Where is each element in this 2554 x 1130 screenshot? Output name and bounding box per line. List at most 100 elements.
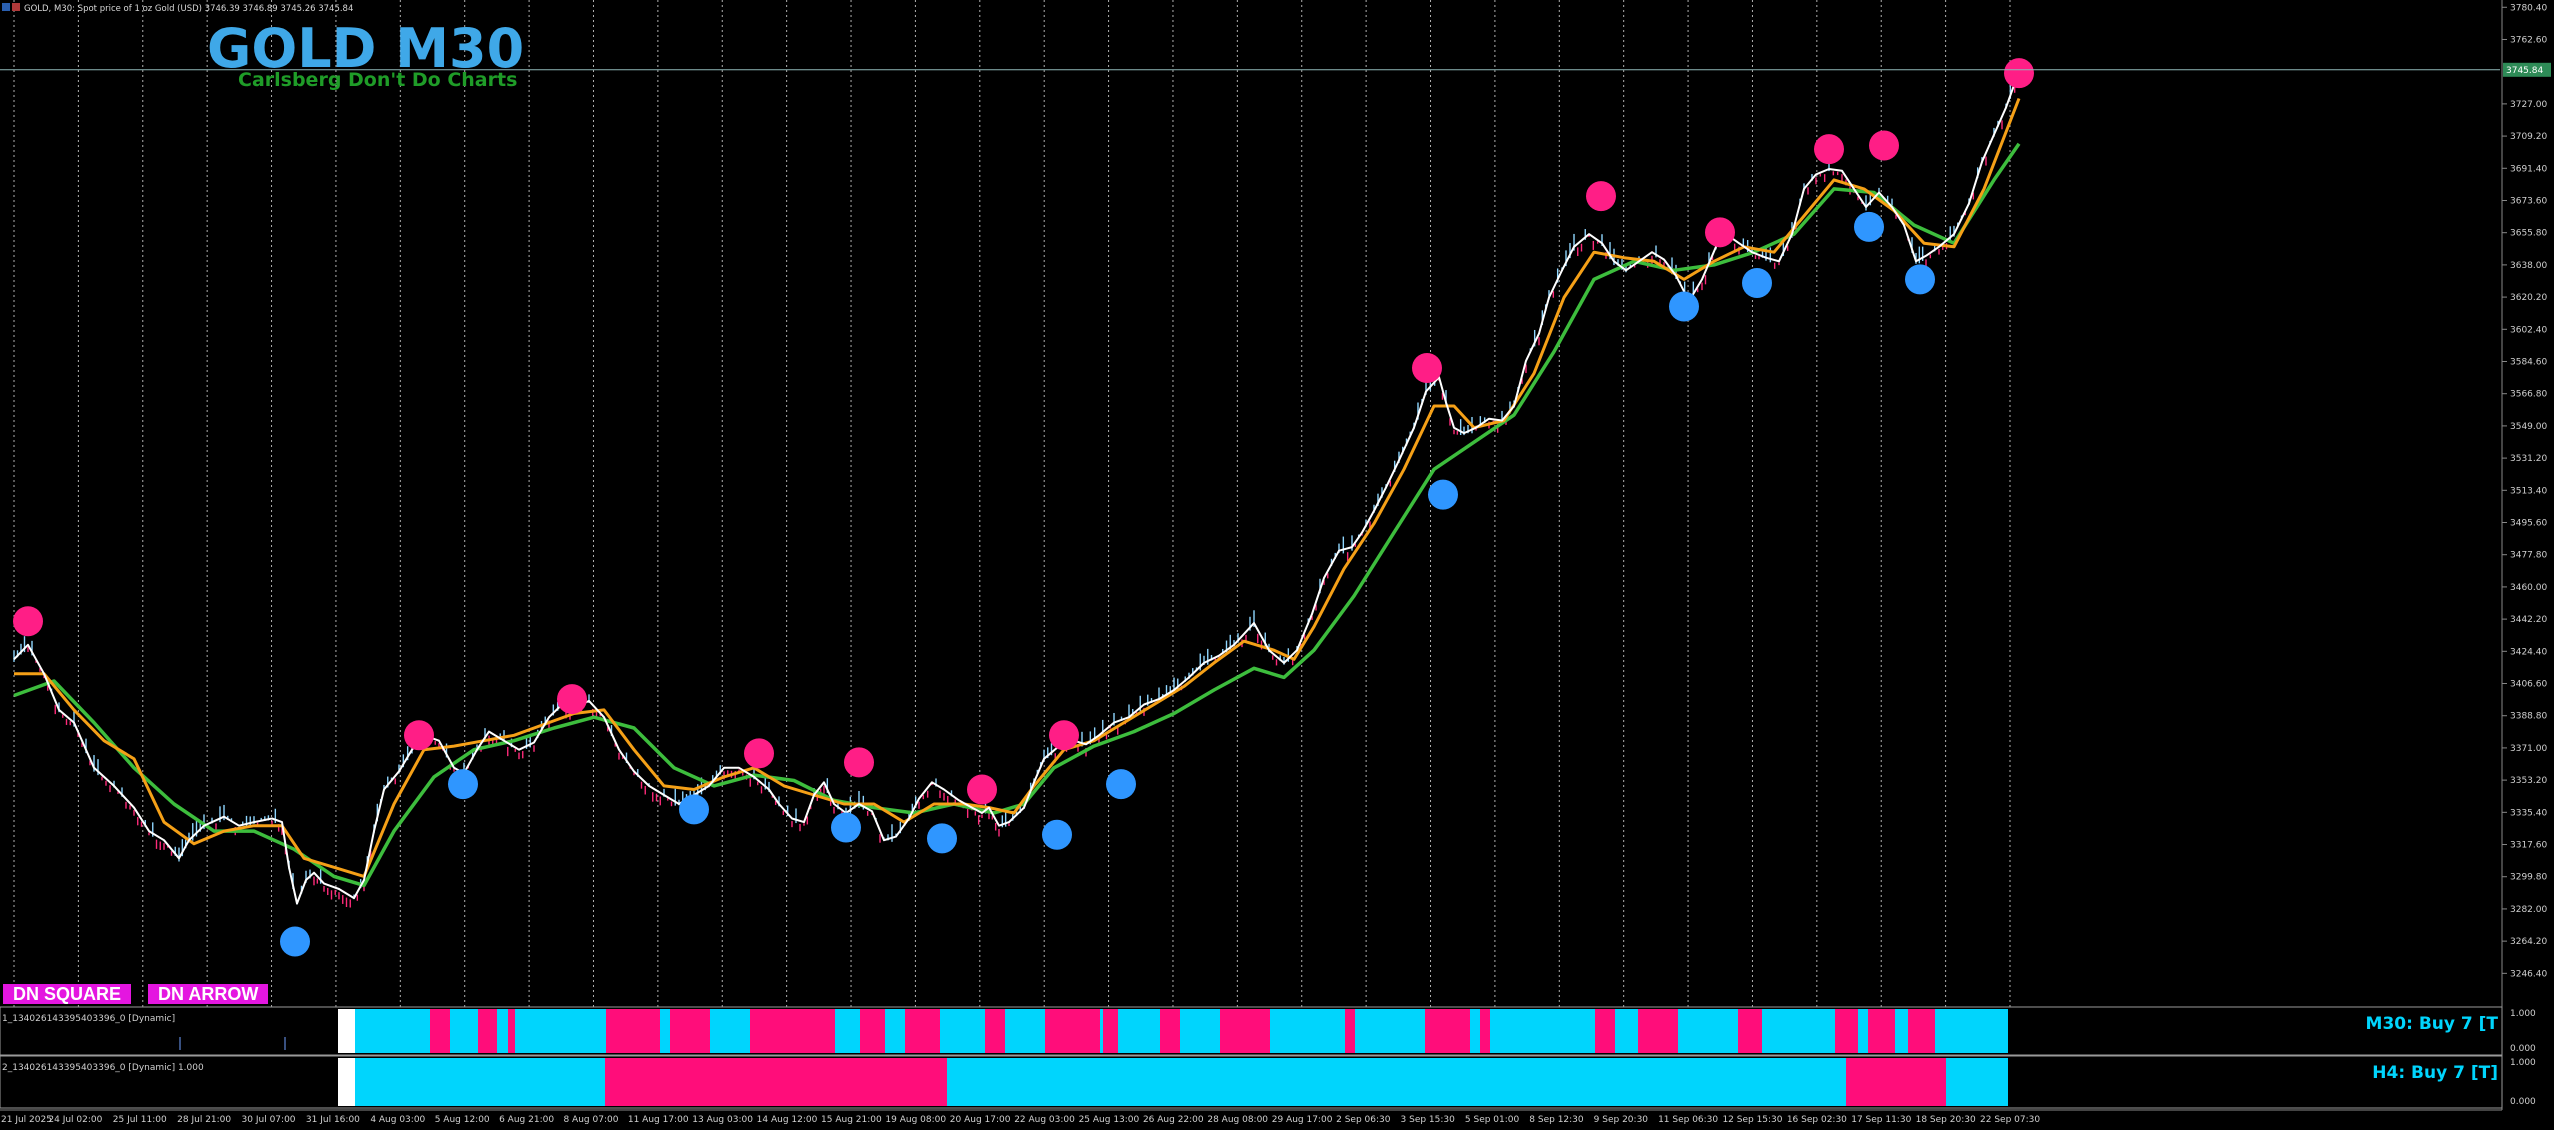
indicator-bar-sell bbox=[1908, 1009, 1935, 1053]
x-tick-label: 31 Jul 16:00 bbox=[306, 1115, 360, 1125]
indicator-bar-sell bbox=[1868, 1009, 1895, 1053]
indicator-bar-buy bbox=[660, 1009, 670, 1053]
top-signal-dot bbox=[967, 774, 997, 805]
y-tick-label: 3762.60 bbox=[2510, 35, 2547, 45]
top-signal-dot bbox=[1586, 181, 1616, 212]
top-signal-dot bbox=[844, 747, 874, 778]
indicator-bar-sell bbox=[1738, 1009, 1762, 1053]
bottom-signal-dot bbox=[1042, 819, 1072, 850]
indicator-bar-buy bbox=[1858, 1009, 1868, 1053]
indicator-bar-sell bbox=[750, 1009, 835, 1053]
x-tick-label: 8 Sep 12:30 bbox=[1529, 1115, 1584, 1125]
indicator-bar-sell bbox=[860, 1009, 885, 1053]
bottom-signal-dot bbox=[1428, 479, 1458, 510]
sub-title: Carlsberg Don't Do Charts bbox=[238, 69, 517, 91]
bottom-signal-dot bbox=[448, 769, 478, 800]
x-tick-label: 8 Aug 07:00 bbox=[563, 1115, 618, 1125]
x-tick-label: 18 Sep 20:30 bbox=[1916, 1115, 1976, 1125]
x-tick-label: 6 Aug 21:00 bbox=[499, 1115, 554, 1125]
bottom-signal-dot bbox=[1854, 211, 1884, 242]
indicator-bar-sell bbox=[1846, 1058, 1946, 1106]
symbol-info: GOLD, M30: Spot price of 1 oz Gold (USD)… bbox=[24, 4, 353, 14]
x-tick-label: 26 Aug 22:00 bbox=[1143, 1115, 1204, 1125]
indicator-bar-buy bbox=[450, 1009, 478, 1053]
indicator-bar-sell bbox=[1103, 1009, 1118, 1053]
indicator-bar-buy bbox=[1180, 1009, 1220, 1053]
x-tick-label: 17 Sep 11:30 bbox=[1851, 1115, 1911, 1125]
y-tick-label: 3282.00 bbox=[2510, 905, 2547, 915]
indicator-bar-sell bbox=[1345, 1009, 1355, 1053]
x-tick-label: 12 Sep 15:30 bbox=[1722, 1115, 1782, 1125]
x-tick-label: 24 Jul 02:00 bbox=[48, 1115, 102, 1125]
indicator-summary: H4: Buy 7 [T] bbox=[2372, 1063, 2498, 1083]
x-tick-label: 25 Jul 11:00 bbox=[113, 1115, 167, 1125]
indicator-panels: 1_13402614339540​3396_0 [Dynamic] M30: Bu… bbox=[0, 1006, 2536, 1109]
top-signal-dot bbox=[1049, 720, 1079, 751]
y-tick-label: 3513.40 bbox=[2510, 486, 2547, 496]
indicator-bar-buy bbox=[710, 1009, 750, 1053]
top-signal-dot bbox=[13, 606, 43, 637]
y-tick-label: 3264.20 bbox=[2510, 937, 2547, 947]
y-tick-label: 3602.40 bbox=[2510, 325, 2547, 335]
top-signal-dot bbox=[1705, 217, 1735, 248]
y-tick-label: 3371.00 bbox=[2510, 744, 2547, 754]
y-tick-label: 3584.60 bbox=[2510, 357, 2547, 367]
indicator-bar-white bbox=[338, 1058, 355, 1106]
indicator-bar-sell bbox=[606, 1009, 660, 1053]
x-tick-label: 22 Aug 03:00 bbox=[1014, 1115, 1075, 1125]
series-price bbox=[13, 70, 2020, 905]
indicator-bar-buy bbox=[1762, 1009, 1835, 1053]
dn-arrow-button[interactable]: DN ARROW bbox=[148, 984, 269, 1004]
indicator-tick-label: 0.000 bbox=[2510, 1097, 2536, 1107]
indicator-bar-white bbox=[338, 1009, 355, 1053]
indicator-label: 2_13402614339540​3396_0 [Dynamic] 1.000 bbox=[2, 1063, 204, 1073]
x-tick-label: 5 Aug 12:00 bbox=[435, 1115, 490, 1125]
bottom-signal-dot bbox=[1742, 267, 1772, 298]
top-signal-dot bbox=[404, 720, 434, 751]
indicator-tick-label: 1.000 bbox=[2510, 1058, 2536, 1068]
y-tick-label: 3691.40 bbox=[2510, 164, 2547, 174]
indicator-bar-buy bbox=[1355, 1009, 1425, 1053]
x-tick-label: 21 Jul 2025 bbox=[1, 1115, 52, 1125]
indicator-bar-buy bbox=[947, 1058, 1846, 1106]
x-tick-label: 28 Jul 21:00 bbox=[177, 1115, 231, 1125]
y-tick-label: 3246.40 bbox=[2510, 969, 2547, 979]
dn-square-button[interactable]: DN SQUARE bbox=[3, 984, 132, 1004]
x-tick-label: 2 Sep 06:30 bbox=[1336, 1115, 1391, 1125]
top-signal-dot bbox=[744, 738, 774, 769]
y-tick-label: 3317.60 bbox=[2510, 841, 2547, 851]
indicator-bar-buy bbox=[1895, 1009, 1908, 1053]
x-tick-label: 11 Sep 06:30 bbox=[1658, 1115, 1718, 1125]
indicator-bar-sell bbox=[1835, 1009, 1858, 1053]
indicator-bar-buy bbox=[355, 1009, 430, 1053]
y-tick-label: 3388.80 bbox=[2510, 712, 2547, 722]
top-signal-dot bbox=[2004, 58, 2034, 89]
x-tick-label: 13 Aug 03:00 bbox=[692, 1115, 753, 1125]
x-tick-label: 25 Aug 13:00 bbox=[1079, 1115, 1140, 1125]
indicator-bar-sell bbox=[1160, 1009, 1180, 1053]
y-tick-label: 3406.60 bbox=[2510, 680, 2547, 690]
indicator-bar-buy bbox=[1946, 1058, 2008, 1106]
y-tick-label: 3673.60 bbox=[2510, 196, 2547, 206]
indicator-bar-sell bbox=[1425, 1009, 1470, 1053]
series-lines bbox=[13, 70, 2021, 905]
indicator-tick-label: 1.000 bbox=[2510, 1009, 2536, 1019]
x-tick-label: 28 Aug 08:00 bbox=[1207, 1115, 1268, 1125]
indicator-bar-sell bbox=[1480, 1009, 1490, 1053]
top-signal-dot bbox=[1869, 130, 1899, 161]
indicator-bar-buy bbox=[1935, 1009, 2008, 1053]
indicator-bar-sell bbox=[478, 1009, 497, 1053]
bottom-signal-dot bbox=[831, 812, 861, 843]
indicator-bar-sell bbox=[1595, 1009, 1615, 1053]
y-tick-label: 3460.00 bbox=[2510, 583, 2547, 593]
x-tick-label: 29 Aug 17:00 bbox=[1272, 1115, 1333, 1125]
y-tick-label: 3780.40 bbox=[2510, 3, 2547, 13]
y-tick-label: 3477.80 bbox=[2510, 551, 2547, 561]
indicator-summary: M30: Buy 7 [T bbox=[2366, 1014, 2499, 1034]
bottom-signal-dot bbox=[1106, 769, 1136, 800]
indicator-bar-buy bbox=[1270, 1009, 1345, 1053]
bottom-signal-dot bbox=[280, 926, 310, 957]
x-tick-label: 14 Aug 12:00 bbox=[757, 1115, 818, 1125]
